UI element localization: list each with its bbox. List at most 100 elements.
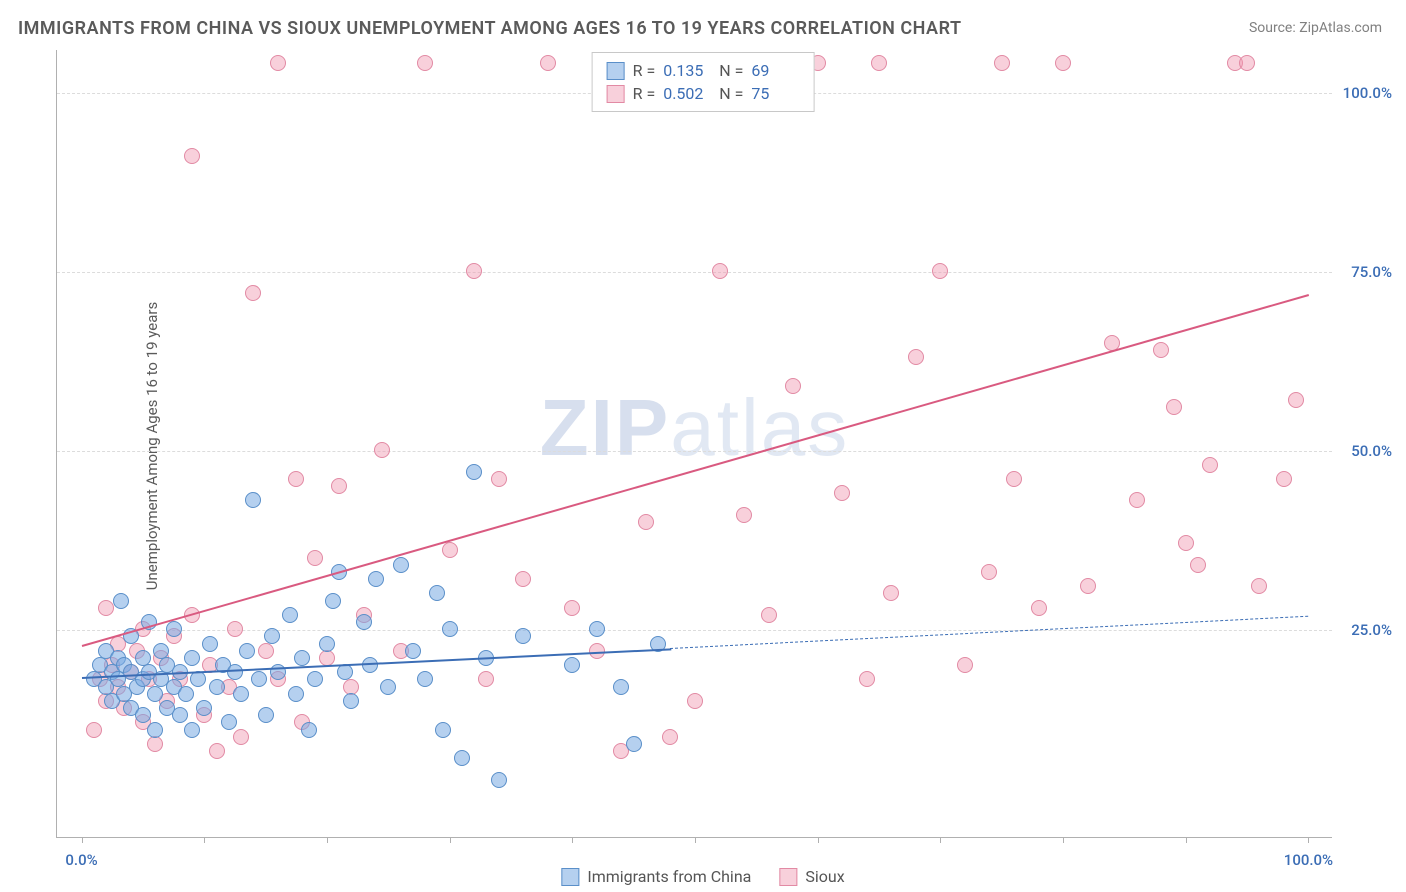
scatter-point-china bbox=[239, 643, 255, 659]
scatter-point-china bbox=[435, 722, 451, 738]
scatter-point-sioux bbox=[466, 263, 482, 279]
scatter-point-sioux bbox=[540, 55, 556, 71]
gridline-horizontal bbox=[57, 451, 1332, 452]
scatter-point-china bbox=[184, 722, 200, 738]
legend-stat-row: R =0.502N =75 bbox=[607, 82, 800, 105]
scatter-point-sioux bbox=[1055, 55, 1071, 71]
legend-series-item: Sioux bbox=[779, 867, 844, 886]
scatter-point-china bbox=[337, 664, 353, 680]
plot-area: ZIPatlas 25.0%50.0%75.0%100.0%0.0%100.0% bbox=[56, 50, 1332, 838]
scatter-point-sioux bbox=[331, 478, 347, 494]
scatter-point-sioux bbox=[859, 671, 875, 687]
scatter-point-china bbox=[417, 671, 433, 687]
legend-series-label: Sioux bbox=[805, 867, 844, 886]
scatter-point-sioux bbox=[98, 600, 114, 616]
y-tick-label: 100.0% bbox=[1343, 84, 1392, 102]
scatter-point-china bbox=[221, 714, 237, 730]
stat-n-value: 69 bbox=[751, 61, 799, 80]
trendline-sioux bbox=[81, 294, 1308, 647]
legend-swatch bbox=[607, 85, 625, 103]
scatter-point-china bbox=[319, 636, 335, 652]
scatter-point-china bbox=[515, 628, 531, 644]
chart-title: IMMIGRANTS FROM CHINA VS SIOUX UNEMPLOYM… bbox=[18, 18, 962, 39]
stat-r-label: R = bbox=[633, 61, 656, 80]
scatter-point-sioux bbox=[994, 55, 1010, 71]
scatter-point-china bbox=[343, 693, 359, 709]
scatter-point-sioux bbox=[147, 736, 163, 752]
x-tick-label: 100.0% bbox=[1284, 851, 1333, 869]
scatter-point-china bbox=[245, 492, 261, 508]
x-tick-mark bbox=[82, 837, 83, 843]
legend-swatch bbox=[561, 868, 579, 886]
scatter-point-china bbox=[405, 643, 421, 659]
scatter-point-china bbox=[147, 722, 163, 738]
scatter-point-china bbox=[380, 679, 396, 695]
scatter-point-china bbox=[393, 557, 409, 573]
stat-n-label: N = bbox=[719, 61, 743, 80]
scatter-point-china bbox=[166, 621, 182, 637]
chart-container: IMMIGRANTS FROM CHINA VS SIOUX UNEMPLOYM… bbox=[0, 0, 1406, 892]
scatter-point-sioux bbox=[417, 55, 433, 71]
gridline-horizontal bbox=[57, 272, 1332, 273]
scatter-point-sioux bbox=[1276, 471, 1292, 487]
series-legend: Immigrants from China Sioux bbox=[561, 867, 844, 886]
x-tick-mark bbox=[695, 837, 696, 843]
scatter-point-sioux bbox=[981, 564, 997, 580]
x-tick-label: 0.0% bbox=[65, 851, 97, 869]
legend-stat-row: R = 0.135 N = 69 bbox=[607, 59, 800, 82]
scatter-point-china bbox=[282, 607, 298, 623]
scatter-point-sioux bbox=[245, 285, 261, 301]
legend-series-item: Immigrants from China bbox=[561, 867, 751, 886]
stat-n-label: N = bbox=[719, 84, 743, 103]
scatter-point-sioux bbox=[687, 693, 703, 709]
scatter-point-china bbox=[301, 722, 317, 738]
scatter-point-sioux bbox=[478, 671, 494, 687]
scatter-point-china bbox=[288, 686, 304, 702]
x-tick-mark bbox=[1186, 837, 1187, 843]
scatter-point-china bbox=[190, 671, 206, 687]
scatter-point-china bbox=[613, 679, 629, 695]
scatter-point-china bbox=[113, 593, 129, 609]
stat-r-value: 0.135 bbox=[663, 61, 711, 80]
scatter-point-sioux bbox=[1031, 600, 1047, 616]
scatter-point-sioux bbox=[1251, 578, 1267, 594]
scatter-point-sioux bbox=[1190, 557, 1206, 573]
correlation-legend: R =0.135N =69R =0.502N =75 bbox=[592, 52, 815, 112]
scatter-point-sioux bbox=[319, 650, 335, 666]
x-tick-mark bbox=[818, 837, 819, 843]
y-tick-label: 50.0% bbox=[1351, 442, 1392, 460]
scatter-point-sioux bbox=[1166, 399, 1182, 415]
scatter-point-china bbox=[172, 707, 188, 723]
scatter-point-china bbox=[466, 464, 482, 480]
scatter-point-china bbox=[196, 700, 212, 716]
scatter-point-sioux bbox=[712, 263, 728, 279]
scatter-point-sioux bbox=[761, 607, 777, 623]
scatter-point-sioux bbox=[1129, 492, 1145, 508]
scatter-point-sioux bbox=[785, 378, 801, 394]
scatter-point-sioux bbox=[515, 571, 531, 587]
scatter-point-sioux bbox=[86, 722, 102, 738]
scatter-point-china bbox=[178, 686, 194, 702]
scatter-point-sioux bbox=[288, 471, 304, 487]
scatter-point-sioux bbox=[834, 485, 850, 501]
legend-swatch bbox=[607, 62, 625, 80]
scatter-point-sioux bbox=[1178, 535, 1194, 551]
scatter-point-sioux bbox=[736, 507, 752, 523]
scatter-point-sioux bbox=[662, 729, 678, 745]
scatter-point-china bbox=[564, 657, 580, 673]
scatter-point-china bbox=[202, 636, 218, 652]
scatter-point-sioux bbox=[908, 349, 924, 365]
y-tick-label: 25.0% bbox=[1351, 621, 1392, 639]
scatter-point-sioux bbox=[1288, 392, 1304, 408]
scatter-point-china bbox=[325, 593, 341, 609]
scatter-point-sioux bbox=[1239, 55, 1255, 71]
x-tick-mark bbox=[940, 837, 941, 843]
scatter-point-sioux bbox=[307, 550, 323, 566]
scatter-point-china bbox=[251, 671, 267, 687]
scatter-point-china bbox=[258, 707, 274, 723]
scatter-point-sioux bbox=[638, 514, 654, 530]
watermark: ZIPatlas bbox=[540, 382, 849, 474]
stat-r-value: 0.502 bbox=[663, 84, 711, 103]
stat-r-label: R = bbox=[633, 84, 656, 103]
scatter-point-china bbox=[264, 628, 280, 644]
